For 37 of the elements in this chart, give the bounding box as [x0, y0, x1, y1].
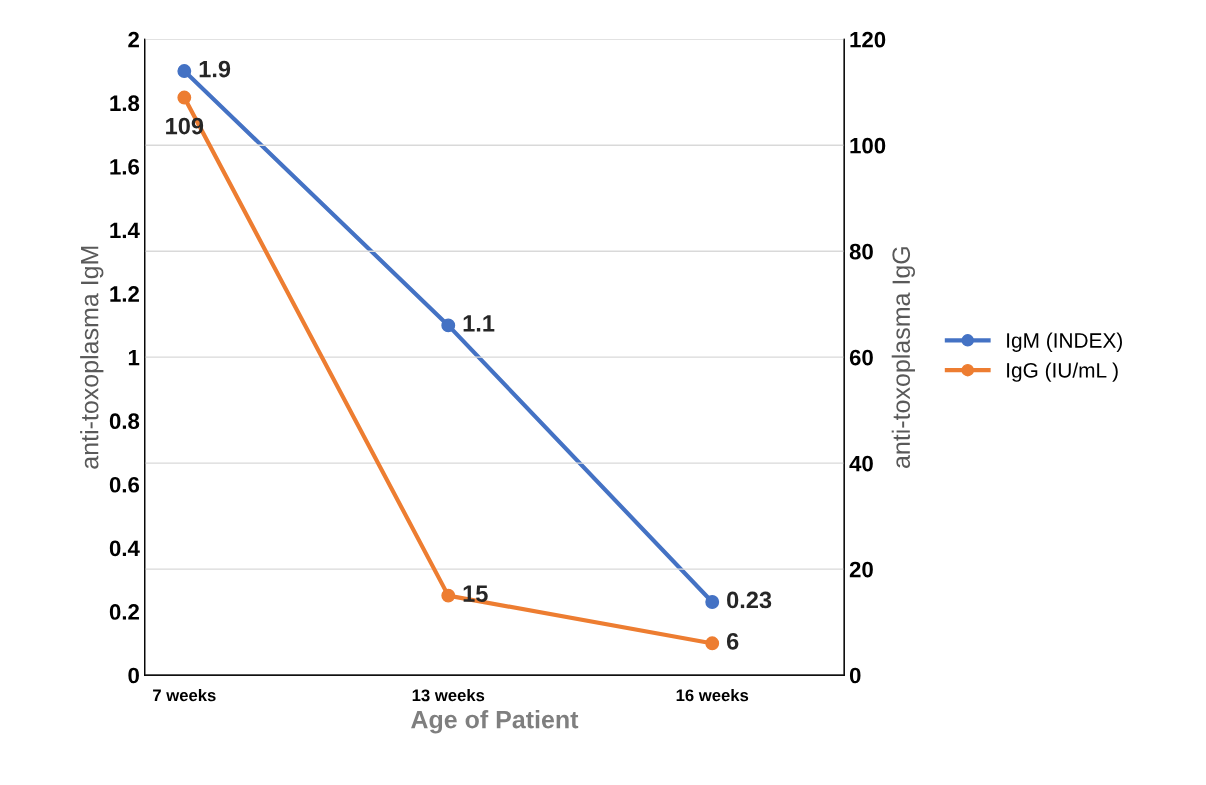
data-label: 1.1: [463, 315, 495, 332]
x-tick-label: 16 weeks: [676, 688, 749, 702]
y2-tick-label: 0: [849, 667, 861, 684]
legend-label: IgM (INDEX): [1007, 332, 1122, 352]
y-axis-title: anti-toxoplasma IgM: [80, 246, 104, 469]
y2-tick-label: 20: [849, 561, 873, 578]
point: [177, 90, 192, 105]
y-tick-label: 1.6: [110, 158, 140, 175]
y2-tick-label: 40: [849, 455, 873, 472]
y-tick-label: 2: [128, 31, 139, 48]
point: [705, 636, 720, 651]
x-tick-label: 13 weeks: [412, 688, 485, 702]
y-tick-label: 0.2: [109, 604, 139, 620]
y2-tick-label: 120: [850, 31, 886, 48]
y-tick-label: 0: [128, 667, 139, 684]
point: [705, 595, 720, 609]
y2-tick-label: 100: [850, 137, 886, 154]
y-tick-label: 1.2: [110, 286, 139, 302]
y2-tick-label: 60: [849, 349, 873, 366]
y-tick-label: 0.6: [109, 476, 140, 493]
point: [441, 318, 456, 333]
data-label: 6: [726, 632, 739, 650]
data-label: 0.23: [727, 591, 772, 609]
x-tick-label: 7 weeks: [153, 688, 216, 702]
x-axis-title: Age of Patient: [411, 710, 579, 734]
y2-axis-title: anti-toxoplasma IgG: [891, 247, 915, 468]
point: [441, 588, 456, 603]
y-tick-label: 0.8: [109, 413, 140, 430]
y-tick-label: 0.4: [109, 540, 140, 557]
data-label: 1.9: [199, 60, 231, 78]
y-tick-label: 1: [128, 349, 140, 366]
y2-tick-label: 80: [849, 243, 873, 260]
y-tick-label: 1.8: [110, 95, 140, 112]
legend-label: IgG (IU/mL ): [1007, 362, 1118, 382]
point: [177, 64, 192, 78]
data-label: 15: [463, 585, 488, 602]
y-tick-label: 1.4: [110, 222, 140, 239]
